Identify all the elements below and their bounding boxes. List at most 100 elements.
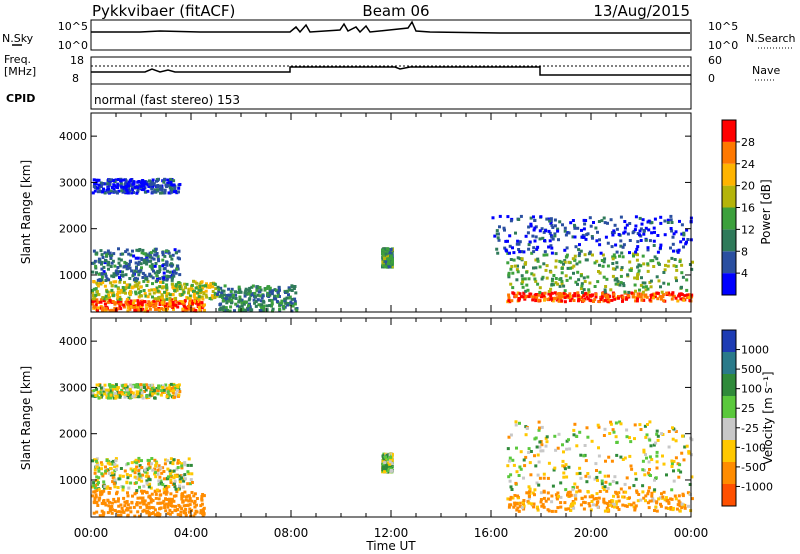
velocity-echo-cell: [91, 459, 94, 463]
velocity-echo-cell: [388, 464, 392, 468]
power-echo-cell: [611, 267, 615, 271]
velocity-echo-cell: [601, 486, 605, 489]
velocity-echo-cell: [158, 513, 162, 516]
velocity-echo-cell: [104, 388, 108, 392]
velocity-echo-cell: [169, 389, 173, 393]
power-echo-cell: [504, 248, 508, 252]
velocity-echo-cell: [193, 492, 197, 496]
velocity-echo-cell: [516, 506, 520, 510]
power-echo-cell: [195, 300, 198, 304]
velocity-echo-cell: [192, 501, 196, 505]
velocity-echo-cell: [170, 387, 174, 390]
velocity-echo-cell: [116, 499, 120, 503]
noise-left-tick-bottom: 10^0: [58, 39, 88, 52]
power-echo-cell: [190, 299, 194, 303]
velocity-echo-cell: [644, 499, 647, 503]
power-echo-cell: [531, 298, 535, 302]
velocity-echo-cell: [128, 387, 132, 391]
velocity-echo-cell: [586, 472, 590, 475]
velocity-echo-cell: [172, 469, 176, 473]
power-echo-cell: [258, 294, 262, 298]
power-echo-cell: [388, 257, 392, 260]
power-echo-cell: [213, 296, 217, 299]
power-echo-cell: [619, 268, 623, 272]
power-echo-cell: [688, 299, 692, 303]
velocity-echo-cell: [137, 456, 141, 460]
power-echo-cell: [119, 307, 123, 311]
power-echo-cell: [160, 296, 164, 300]
power-echo-cell: [160, 301, 164, 305]
power-echo-cell: [145, 255, 149, 259]
power-echo-cell: [619, 239, 623, 243]
velocity-echo-cell: [160, 390, 164, 394]
velocity-echo-cell: [530, 502, 534, 506]
power-echo-cell: [602, 260, 606, 264]
power-echo-cell: [517, 218, 521, 221]
velocity-echo-cell: [608, 503, 612, 507]
power-echo-cell: [260, 296, 264, 300]
velocity-echo-cell: [674, 430, 678, 433]
power-echo-cell: [255, 288, 259, 292]
power-echo-cell: [514, 231, 517, 235]
power-echo-cell: [644, 285, 648, 289]
power-echo-cell: [265, 287, 269, 290]
power-echo-cell: [391, 258, 394, 262]
power-echo-cell: [556, 227, 560, 231]
velocity-echo-cell: [163, 503, 167, 507]
velocity-echo-cell: [648, 455, 652, 459]
power-echo-cell: [604, 235, 608, 239]
power-echo-cell: [621, 299, 624, 303]
xtick-label: 16:00: [474, 526, 509, 540]
velocity-echo-cell: [507, 459, 511, 463]
power-echo-cell: [554, 252, 558, 256]
velocity-echo-cell: [103, 392, 107, 396]
velocity-echo-cell: [174, 494, 178, 498]
power-echo-cell: [544, 229, 548, 233]
power-echo-cell: [205, 282, 208, 286]
velocity-echo-cell: [627, 502, 631, 506]
power-echo-cell: [635, 247, 639, 251]
power-echo-cell: [116, 272, 120, 276]
velocity-echo-cell: [150, 383, 154, 387]
power-echo-cell: [295, 309, 299, 313]
velocity-echo-cell: [163, 506, 167, 509]
power-echo-cell: [601, 264, 605, 268]
power-echo-cell: [551, 237, 555, 241]
power-echo-cell: [672, 249, 675, 253]
power-echo-cell: [238, 305, 242, 309]
power-echo-cell: [634, 224, 638, 228]
power-echo-cell: [580, 284, 584, 288]
power-echo-cell: [186, 305, 190, 308]
velocity-echo-cell: [539, 491, 543, 495]
power-echo-cell: [114, 280, 118, 284]
velocity-echo-cell: [569, 493, 573, 497]
power-echo-cell: [247, 298, 251, 302]
power-echo-cell: [145, 284, 149, 287]
power-echo-cell: [121, 270, 124, 274]
velocity-echo-cell: [117, 510, 121, 514]
velocity-echo-cell: [129, 474, 132, 478]
power-echo-cell: [116, 191, 119, 195]
power-echo-cell: [114, 284, 118, 288]
power-echo-cell: [674, 264, 678, 268]
power-echo-cell: [144, 294, 148, 298]
power-echo-cell: [190, 283, 194, 287]
velocity-echo-cell: [183, 463, 187, 467]
power-echo-cell: [121, 286, 125, 289]
power-echo-cell: [198, 288, 202, 292]
power-echo-cell: [168, 270, 172, 274]
noise-right-label: N.Search: [746, 32, 796, 45]
power-echo-cell: [685, 293, 689, 297]
power-echo-cell: [521, 285, 525, 289]
velocity-echo-cell: [195, 503, 198, 507]
velocity-echo-cell: [120, 392, 124, 396]
power-echo-cell: [664, 263, 667, 267]
velocity-echo-cell: [567, 490, 571, 494]
power-echo-cell: [517, 248, 521, 251]
power-echo-cell: [585, 295, 589, 299]
cpid-panel: CPID normal (fast stereo) 153: [6, 83, 692, 110]
velocity-echo-cell: [112, 385, 116, 388]
power-echo-cell: [122, 185, 126, 189]
power-echo-cell: [529, 224, 533, 228]
velocity-echo-cell: [117, 504, 121, 508]
